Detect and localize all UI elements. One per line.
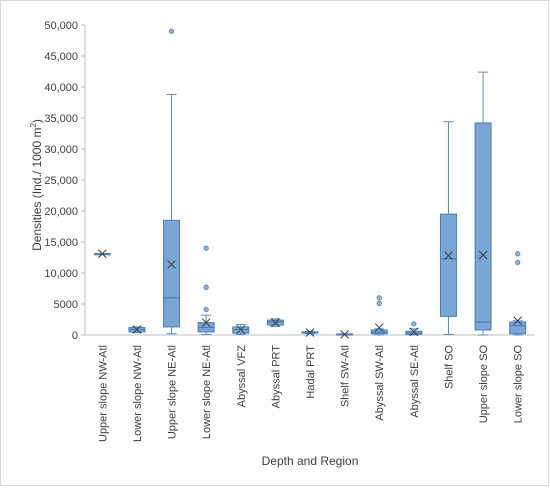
y-axis-title-superscript: 2 bbox=[29, 123, 38, 128]
box-iqr bbox=[509, 321, 527, 335]
mean-marker-b bbox=[478, 250, 488, 260]
x-tick-label: Abyssal SE-Atl bbox=[409, 345, 421, 418]
outlier-point bbox=[203, 284, 209, 290]
box-iqr bbox=[439, 213, 457, 317]
y-tick-label: 20,000 bbox=[44, 206, 78, 218]
mean-marker-b bbox=[201, 318, 211, 327]
y-tick-label: 50,000 bbox=[44, 20, 78, 32]
mean-marker-b bbox=[97, 249, 107, 259]
box-series bbox=[93, 28, 527, 339]
box-group bbox=[197, 245, 215, 335]
box-iqr bbox=[474, 122, 492, 331]
mean-marker-b bbox=[305, 328, 315, 337]
y-tick-label: 10,000 bbox=[44, 268, 78, 280]
box-group bbox=[405, 321, 423, 337]
outlier-point bbox=[376, 300, 382, 306]
y-axis-ticks: 0 5000 10,000 15,000 20,000 25,000 30,000 35,00… bbox=[44, 20, 85, 342]
box-group bbox=[370, 295, 388, 336]
box-group bbox=[128, 325, 146, 334]
x-axis-ticks: Upper slope NW-Atl Lower slope NW-Atl Uppe… bbox=[97, 345, 524, 442]
mean-marker-b bbox=[409, 327, 419, 337]
mean-marker-b bbox=[444, 251, 453, 260]
mean-marker-b bbox=[374, 323, 384, 332]
box-iqr bbox=[163, 219, 181, 328]
y-axis-title-main: Densities (Ind./ 1000 m bbox=[30, 128, 44, 251]
x-tick-label: Hadal PRT bbox=[305, 345, 317, 399]
y-tick-label: 5000 bbox=[54, 299, 78, 311]
y-tick-label: 45,000 bbox=[44, 51, 78, 63]
y-tick-label: 40,000 bbox=[44, 82, 78, 94]
mean-marker-b bbox=[167, 259, 176, 269]
x-tick-label: Lower slope SO bbox=[513, 345, 525, 424]
box-group bbox=[93, 249, 111, 259]
box-group bbox=[301, 328, 319, 337]
y-tick-label: 35,000 bbox=[44, 113, 78, 125]
box-iqr bbox=[370, 329, 388, 335]
box-group bbox=[163, 28, 181, 335]
x-tick-label: Upper slope NW-Atl bbox=[97, 345, 109, 442]
y-tick-label: 25,000 bbox=[44, 175, 78, 187]
x-tick-label: Abyssal PRT bbox=[270, 345, 282, 409]
outlier-point bbox=[168, 28, 175, 34]
mean-marker-b bbox=[340, 330, 349, 339]
x-tick-label: Shelf SO bbox=[443, 345, 455, 389]
mean-marker-b bbox=[132, 325, 142, 334]
mean-marker-b bbox=[236, 325, 246, 334]
y-axis-title: Densities (Ind./ 1000 m2) bbox=[29, 119, 44, 251]
box-group bbox=[232, 323, 250, 335]
x-tick-label: Abyssal SW-Atl bbox=[374, 345, 386, 421]
y-tick-label: 30,000 bbox=[44, 144, 78, 156]
box-group bbox=[509, 251, 527, 336]
box-group bbox=[439, 121, 457, 335]
box-group bbox=[336, 330, 354, 339]
outlier-point bbox=[376, 295, 382, 301]
box-group bbox=[266, 318, 284, 327]
y-axis-title-close: ) bbox=[30, 119, 44, 123]
x-tick-label: Lower slope NE-Atl bbox=[201, 345, 213, 439]
x-tick-label: Upper slope NE-Atl bbox=[167, 345, 179, 439]
outlier-point bbox=[203, 306, 209, 313]
x-axis-title: Depth and Region bbox=[262, 454, 359, 468]
mean-marker-b bbox=[271, 318, 280, 327]
mean-marker-b bbox=[513, 316, 523, 326]
axes bbox=[84, 25, 535, 336]
outlier-point bbox=[203, 245, 209, 251]
x-tick-label: Upper slope SO bbox=[478, 345, 490, 424]
box-group bbox=[474, 71, 492, 336]
outlier-point bbox=[515, 251, 521, 257]
x-tick-label: Shelf SW-Atl bbox=[340, 345, 352, 407]
x-tick-label: Lower slope NW-Atl bbox=[132, 345, 144, 442]
x-tick-label: Abyssal VFZ bbox=[236, 345, 248, 408]
outlier-point bbox=[515, 259, 521, 266]
y-tick-label: 0 bbox=[72, 330, 78, 342]
outlier-point bbox=[411, 321, 417, 327]
y-tick-label: 15,000 bbox=[44, 237, 78, 249]
